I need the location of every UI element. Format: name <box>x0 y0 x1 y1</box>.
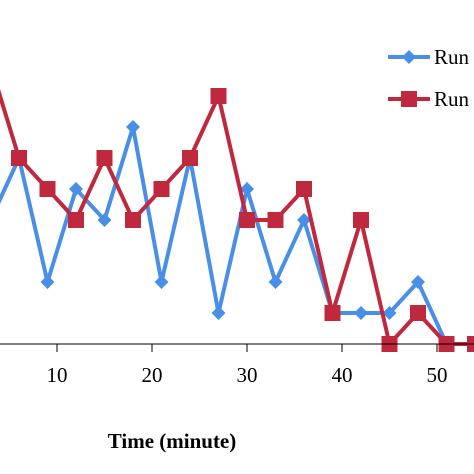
series-1-point <box>40 275 55 289</box>
x-tick-label: 40 <box>332 363 353 387</box>
series-1-point <box>211 306 226 320</box>
series-2-point <box>11 150 27 166</box>
series-1-point <box>354 306 368 320</box>
series-2-point <box>68 212 84 228</box>
series-1-line <box>0 126 474 346</box>
legend-label: Run <box>434 87 470 111</box>
legend-swatch-marker <box>402 50 416 64</box>
series-1-point <box>97 213 112 227</box>
x-tick-label: 10 <box>47 363 68 387</box>
series-1-point <box>240 182 254 196</box>
legend-item-1: Run <box>388 45 470 69</box>
series-2-point <box>353 212 369 228</box>
series-1-point <box>126 120 140 134</box>
series-1-point <box>411 275 425 289</box>
series-2-point <box>296 181 312 197</box>
series-2-point <box>324 305 341 321</box>
legend: Run Run <box>388 45 470 111</box>
series-2-point <box>96 150 113 166</box>
series-1-point <box>268 275 283 289</box>
x-axis-title: Time (minute) <box>108 429 237 453</box>
series-2-point <box>39 181 56 197</box>
series-2-point <box>182 150 198 166</box>
x-tick-label: 50 <box>427 363 448 387</box>
series-1-point <box>382 306 397 320</box>
legend-item-2: Run <box>388 87 470 111</box>
series-2-point <box>239 212 255 228</box>
series-1-point <box>69 182 83 196</box>
x-tick-label: 20 <box>142 363 163 387</box>
series-1 <box>0 120 474 351</box>
series-2-point <box>153 181 170 197</box>
series-1-point <box>297 213 311 227</box>
x-axis-ticks: 10 20 30 40 50 <box>47 344 448 387</box>
legend-swatch-marker <box>401 91 417 107</box>
series-2-point <box>210 88 227 104</box>
series-2-point <box>410 305 426 321</box>
legend-label: Run <box>434 45 470 69</box>
series-1-point <box>154 275 169 289</box>
x-tick-label: 30 <box>237 363 258 387</box>
series-2-point <box>125 212 141 228</box>
series-2-point <box>267 212 284 228</box>
